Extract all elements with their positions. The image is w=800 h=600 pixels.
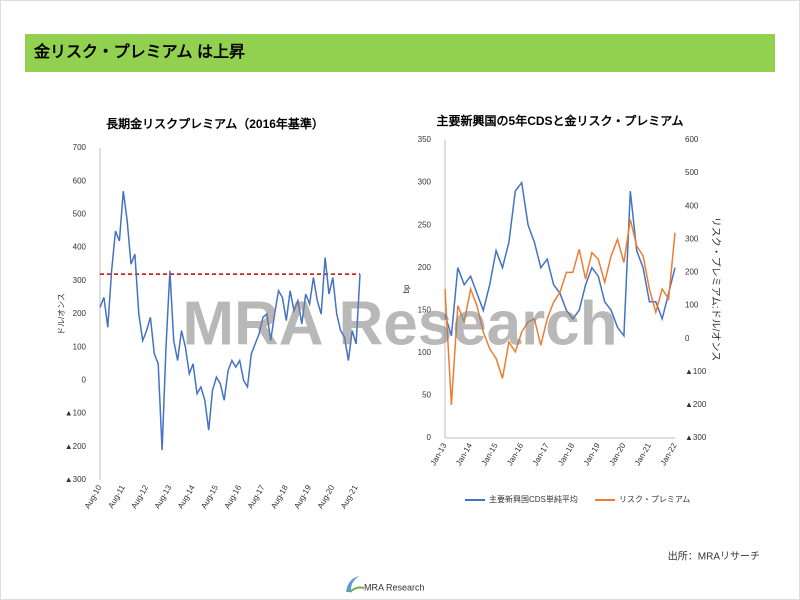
y2-tick-label: 0 — [685, 334, 690, 343]
y-tick-label: 300 — [73, 276, 87, 285]
y-tick-label: 300 — [418, 178, 432, 187]
y2-tick-label: 200 — [685, 268, 699, 277]
line-series — [99, 191, 361, 451]
chart-title: 主要新興国の5年CDSと金リスク・プレミアム — [437, 113, 684, 128]
y-tick-label: 500 — [73, 210, 87, 219]
y2-tick-label: 100 — [685, 301, 699, 310]
y2-tick-label: 300 — [685, 234, 699, 243]
logo-icon — [346, 576, 360, 592]
y-tick-label: ▲100 — [65, 409, 87, 418]
y-tick-label: 0 — [427, 433, 432, 442]
y2-tick-label: ▲200 — [685, 400, 707, 409]
legend-label: リスク・プレミアム — [619, 495, 690, 504]
legend-label: 主要新興国CDS単純平均 — [489, 494, 578, 504]
y2-axis-label: リスク・プレミアム:ドル/オンス — [709, 217, 721, 361]
y-tick-label: 200 — [73, 309, 87, 318]
y-tick-label: 600 — [73, 176, 87, 185]
logo-text: MRA Research — [364, 582, 425, 592]
y2-tick-label: 500 — [685, 168, 699, 177]
logo-swoosh — [349, 586, 365, 593]
watermark: MRA Research — [182, 289, 617, 358]
y-tick-label: 400 — [73, 243, 87, 252]
y-tick-label: 200 — [418, 263, 432, 272]
y-tick-label: ▲300 — [65, 475, 87, 484]
y-tick-label: 350 — [418, 135, 432, 144]
y-tick-label: 100 — [73, 342, 87, 351]
y2-tick-label: 600 — [685, 135, 699, 144]
y2-tick-label: ▲300 — [685, 433, 707, 442]
y-tick-label: 700 — [73, 143, 87, 152]
y-tick-label: 100 — [418, 348, 432, 357]
y-tick-label: 150 — [418, 305, 432, 314]
y2-tick-label: ▲100 — [685, 367, 707, 376]
header-title: 金リスク・プレミアム は上昇 — [33, 42, 245, 61]
y-tick-label: 50 — [422, 391, 431, 400]
y-tick-label: 0 — [82, 376, 87, 385]
header-band — [25, 34, 775, 72]
y2-tick-label: 400 — [685, 201, 699, 210]
y-tick-label: ▲200 — [65, 442, 87, 451]
y-axis-label: bp — [402, 284, 411, 293]
y-axis-label: ドル/オンス — [57, 293, 66, 335]
chart-title: 長期金リスクプレミアム（2016年基準） — [106, 116, 324, 131]
charts: 長期金リスクプレミアム（2016年基準） ▲300 ▲200 ▲100 0 100 200 3… — [57, 113, 721, 510]
y-tick-label: 250 — [418, 220, 432, 229]
line-series — [444, 219, 676, 405]
source: 出所：MRAリサーチ — [668, 550, 760, 563]
